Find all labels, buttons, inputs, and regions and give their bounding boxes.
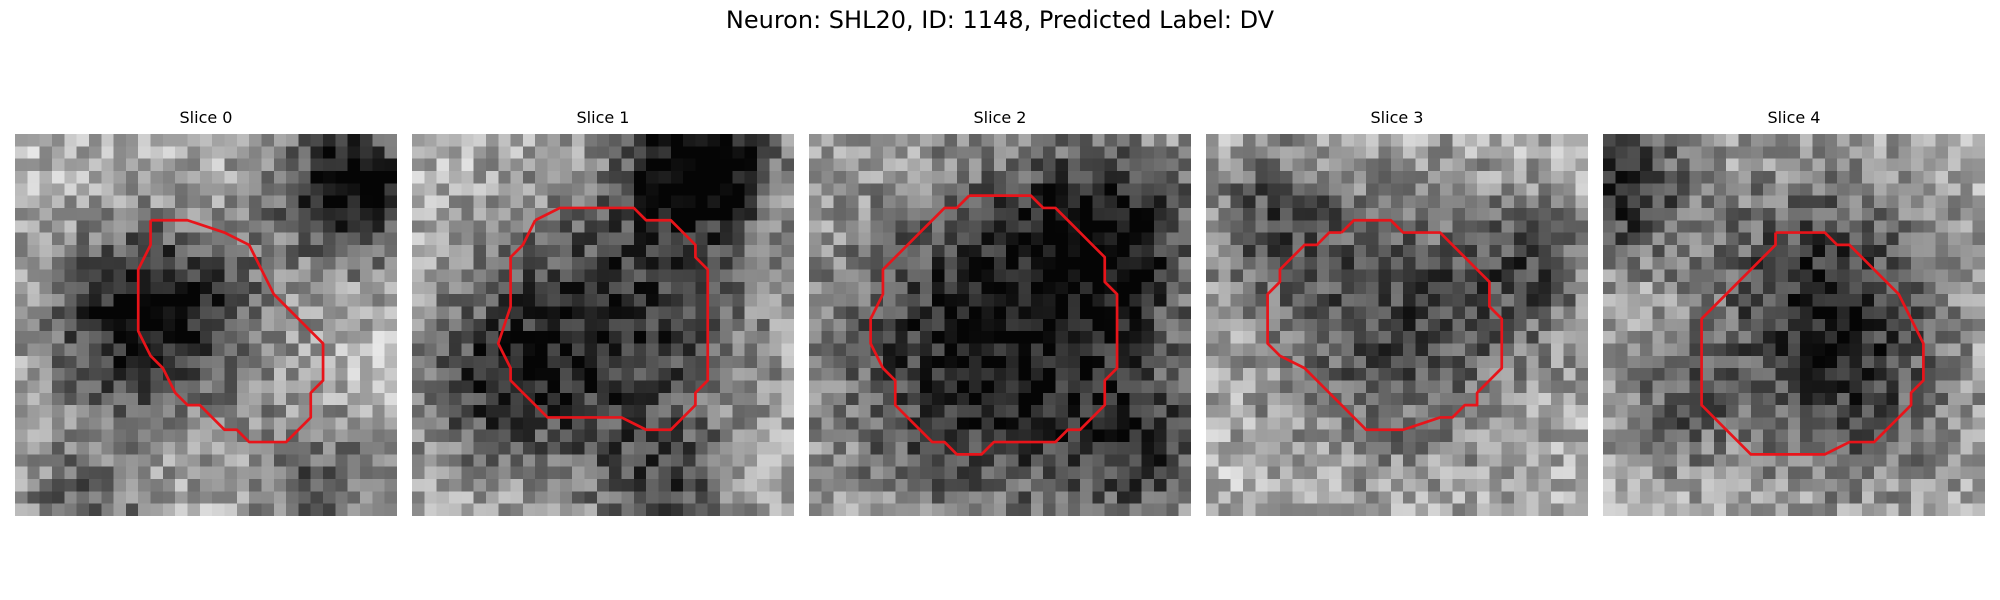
- slice-2-pixels: [809, 134, 1191, 516]
- slice-4-image: [1603, 134, 1985, 516]
- slice-1-pixels: [412, 134, 794, 516]
- slice-3-pixels: [1206, 134, 1588, 516]
- slice-2-title: Slice 2: [973, 108, 1027, 127]
- slice-2-contour: [869, 194, 1119, 456]
- slice-0-title: Slice 0: [179, 108, 233, 127]
- slice-4-pixels: [1603, 134, 1985, 516]
- slice-1-image: [412, 134, 794, 516]
- slice-0-pixels: [15, 134, 397, 516]
- slice-4-contour: [1700, 231, 1925, 456]
- slice-0-image: [15, 134, 397, 516]
- slice-1-contour: [496, 206, 710, 432]
- slice-3-image: [1206, 134, 1588, 516]
- figure-title: Neuron: SHL20, ID: 1148, Predicted Label…: [725, 6, 1275, 34]
- slice-0-contour: [136, 218, 325, 444]
- slice-1-title: Slice 1: [576, 108, 630, 127]
- slice-2-image: [809, 134, 1191, 516]
- slice-4-title: Slice 4: [1767, 108, 1821, 127]
- slice-3-title: Slice 3: [1370, 108, 1424, 127]
- slice-3-contour: [1266, 218, 1504, 432]
